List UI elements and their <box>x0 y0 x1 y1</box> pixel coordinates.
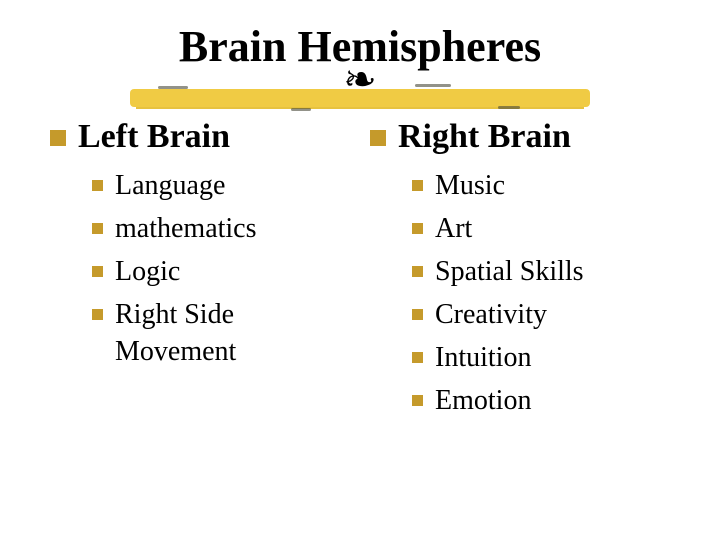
right-heading: Right Brain <box>370 118 670 156</box>
list-item-text: Right Side Movement <box>115 297 350 371</box>
square-bullet-icon <box>412 395 423 406</box>
list-item-text: Intuition <box>435 340 670 377</box>
left-heading: Left Brain <box>50 118 350 156</box>
left-heading-text: Left Brain <box>78 118 230 156</box>
slide: Brain Hemispheres ❧ Left Brain Language … <box>0 0 720 540</box>
square-bullet-icon <box>412 223 423 234</box>
square-bullet-icon <box>50 130 66 146</box>
list-item: Music <box>412 168 670 205</box>
list-item: Spatial Skills <box>412 254 670 291</box>
list-item-text: Music <box>435 168 670 205</box>
list-item: Language <box>92 168 350 205</box>
list-item-text: Language <box>115 168 350 205</box>
square-bullet-icon <box>412 352 423 363</box>
square-bullet-icon <box>412 180 423 191</box>
flourish-icon: ❧ <box>50 68 670 92</box>
list-item: Right Side Movement <box>92 297 350 371</box>
square-bullet-icon <box>412 266 423 277</box>
list-item: Creativity <box>412 297 670 334</box>
list-item: Logic <box>92 254 350 291</box>
right-items: Music Art Spatial Skills Creativity Intu… <box>370 168 670 420</box>
list-item-text: Emotion <box>435 383 670 420</box>
list-item-text: mathematics <box>115 211 350 248</box>
title-block: Brain Hemispheres ❧ <box>50 24 670 92</box>
list-item: Emotion <box>412 383 670 420</box>
list-item: Art <box>412 211 670 248</box>
columns: Left Brain Language mathematics Logic R <box>50 118 670 426</box>
list-item-text: Creativity <box>435 297 670 334</box>
list-item-text: Spatial Skills <box>435 254 670 291</box>
square-bullet-icon <box>92 266 103 277</box>
square-bullet-icon <box>370 130 386 146</box>
right-heading-text: Right Brain <box>398 118 571 156</box>
left-items: Language mathematics Logic Right Side Mo… <box>50 168 350 371</box>
left-column: Left Brain Language mathematics Logic R <box>50 118 350 426</box>
list-item: mathematics <box>92 211 350 248</box>
square-bullet-icon <box>92 223 103 234</box>
right-column: Right Brain Music Art Spatial Skills Cr <box>370 118 670 426</box>
list-item-text: Logic <box>115 254 350 291</box>
square-bullet-icon <box>92 309 103 320</box>
list-item: Intuition <box>412 340 670 377</box>
square-bullet-icon <box>92 180 103 191</box>
square-bullet-icon <box>412 309 423 320</box>
list-item-text: Art <box>435 211 670 248</box>
